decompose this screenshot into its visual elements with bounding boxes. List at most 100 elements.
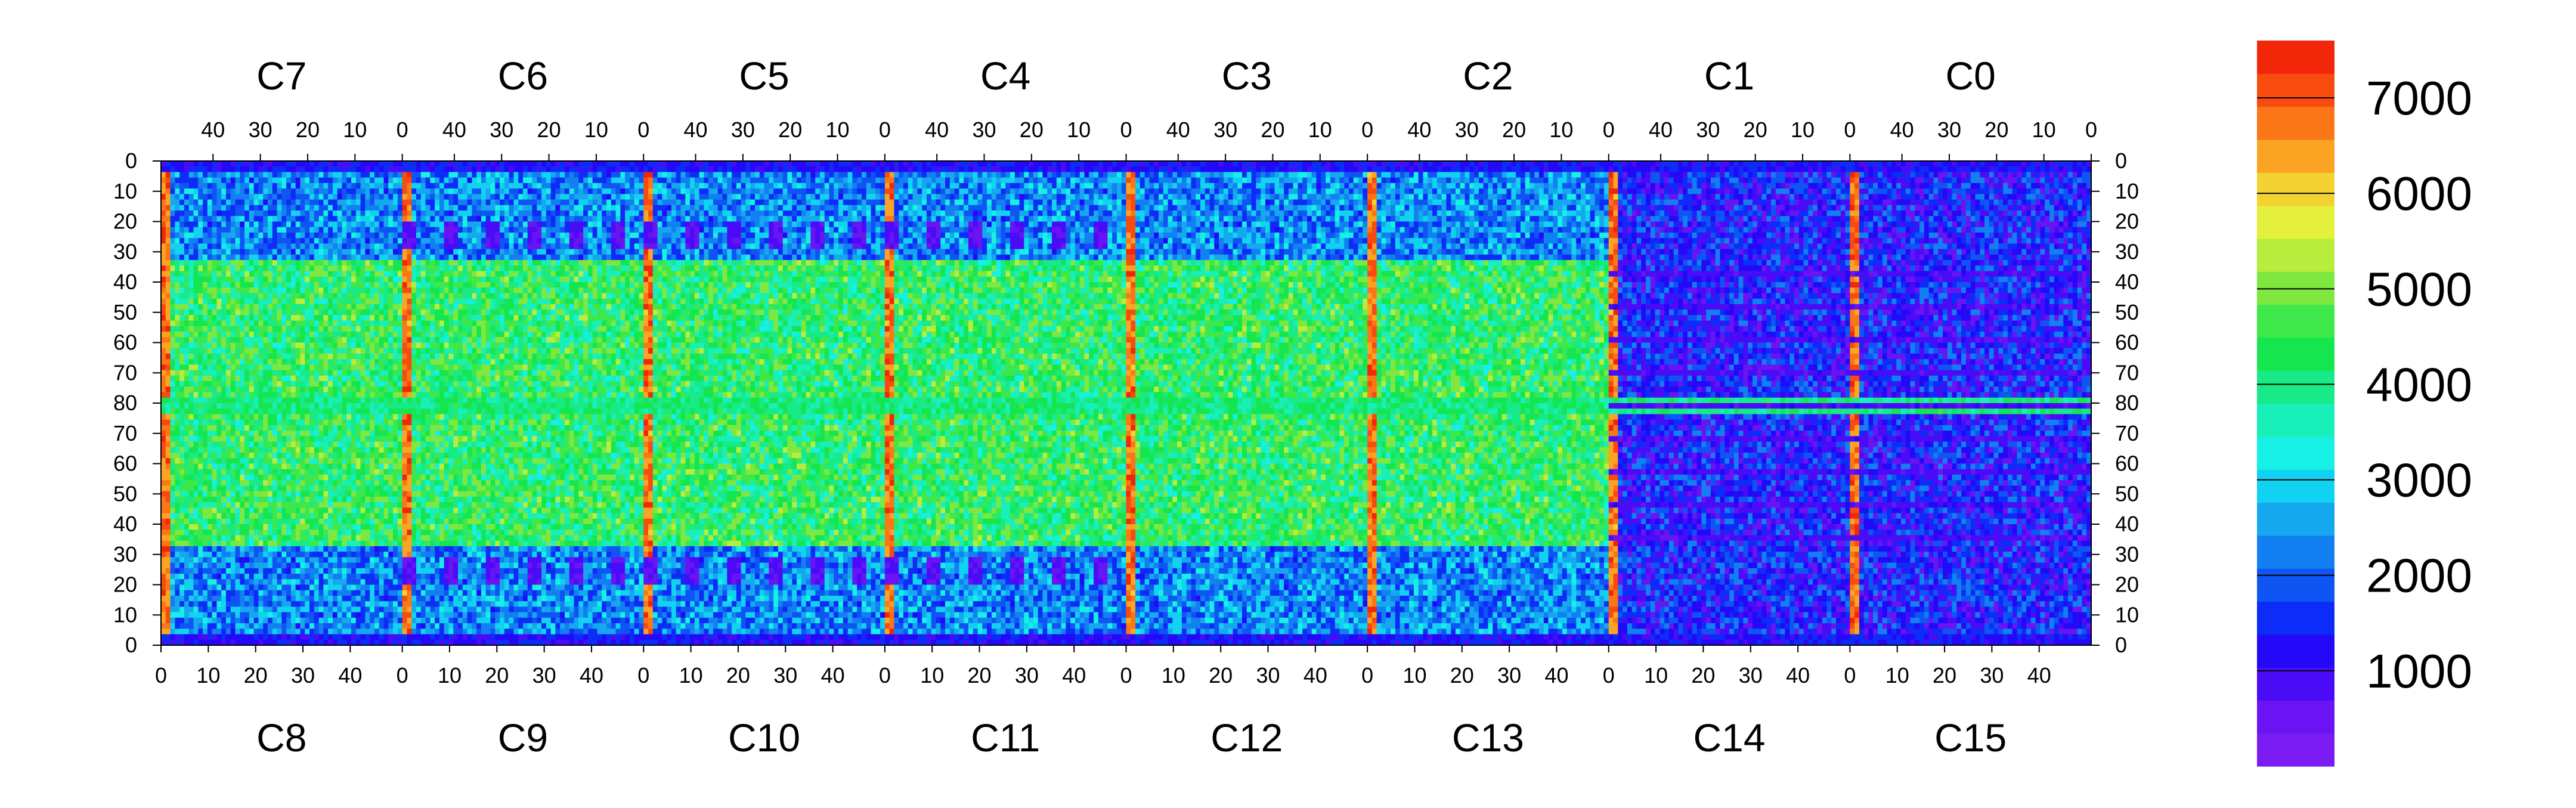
bottom-axis-tick-label: 0 [1844,663,1856,688]
top-chip-label: C4 [980,54,1030,98]
bottom-chip-label: C12 [1210,716,1283,760]
right-axis-tick-label: 50 [2115,481,2139,506]
bottom-chip-label: C10 [728,716,800,760]
bottom-axis-tick-label: 40 [1786,663,1810,688]
bottom-axis-tick-label: 20 [1691,663,1715,688]
bottom-axis-tick-label: 40 [1544,663,1568,688]
colorbar-tick-label: 7000 [2366,72,2472,125]
bottom-axis-tick-label: 10 [920,663,944,688]
bottom-axis-tick-label: 20 [968,663,992,688]
left-axis-tick-label: 80 [113,391,137,415]
bottom-axis-tick-label: 10 [1885,663,1909,688]
top-axis-tick-label: 40 [925,117,949,142]
bottom-chip-label: C14 [1693,716,1766,760]
colorbar-segment [2257,667,2334,701]
colorbar-segment [2257,206,2334,239]
right-axis-tick-label: 40 [2115,512,2139,536]
bottom-chip-label: C8 [256,716,306,760]
colorbar-segment [2257,370,2334,404]
left-axis-tick-label: 40 [113,270,137,294]
bottom-axis-tick-label: 30 [1739,663,1763,688]
top-axis-tick-label: 40 [1649,117,1673,142]
heatmap-cells [161,161,2091,645]
left-axis-tick-label: 10 [113,179,137,203]
left-axis-tick-label: 0 [125,633,137,657]
top-chip-label: C3 [1222,54,1272,98]
colorbar-tick-label: 6000 [2366,167,2472,220]
right-axis-tick-label: 30 [2115,239,2139,264]
left-axis-tick-label: 0 [125,148,137,173]
bottom-chip-label: C9 [498,716,548,760]
top-axis-tick-label: 20 [1984,117,2008,142]
left-axis-tick-label: 60 [113,330,137,355]
left-axis-tick-label: 20 [113,209,137,234]
bottom-axis-tick-label: 0 [1120,663,1132,688]
bottom-axis-tick-label: 0 [397,663,408,688]
top-axis-tick-label: 30 [731,117,755,142]
bottom-axis-tick-label: 40 [1304,663,1327,688]
right-axis-tick-label: 20 [2115,572,2139,597]
top-axis-tick-label: 30 [1213,117,1237,142]
colorbar-segment [2257,239,2334,272]
top-axis-tick-label: 0 [1844,117,1856,142]
right-axis-tick-label: 60 [2115,330,2139,355]
bottom-axis-tick-label: 30 [532,663,556,688]
bottom-axis-tick-label: 0 [1361,663,1373,688]
top-axis-tick-label: 0 [1361,117,1373,142]
bottom-axis-tick-label: 20 [244,663,268,688]
right-axis-tick-label: 0 [2115,148,2127,173]
bottom-axis-tick-label: 40 [821,663,845,688]
bottom-axis-tick-label: 40 [338,663,362,688]
bottom-axis-tick-label: 20 [1450,663,1474,688]
top-axis-tick-label: 40 [1407,117,1431,142]
top-axis-tick-label: 0 [637,117,649,142]
bottom-axis-tick-label: 0 [1603,663,1615,688]
bottom-axis-tick-label: 20 [726,663,750,688]
top-axis-tick-label: 0 [1603,117,1615,142]
colorbar-segment [2257,271,2334,305]
bottom-axis-tick-label: 10 [1644,663,1668,688]
top-axis-tick-label: 10 [1067,117,1091,142]
top-axis-tick-label: 20 [1261,117,1284,142]
bottom-axis-tick-label: 40 [580,663,603,688]
top-axis-tick-label: 20 [296,117,320,142]
bottom-axis-tick-label: 10 [196,663,220,688]
bottom-axis-tick-label: 30 [1015,663,1039,688]
top-chip-label: C7 [256,54,306,98]
left-axis-tick-label: 10 [113,602,137,627]
bottom-axis-tick-label: 30 [1256,663,1280,688]
bottom-axis-tick-label: 0 [637,663,649,688]
bottom-axis-tick-label: 30 [1980,663,2004,688]
right-axis-tick-label: 80 [2115,391,2139,415]
top-axis-tick-label: 30 [1696,117,1720,142]
bottom-chip-label: C15 [1934,716,2007,760]
top-chip-label: C1 [1704,54,1754,98]
bottom-axis-tick-label: 10 [1402,663,1426,688]
right-axis-tick-label: 50 [2115,300,2139,324]
bottom-axis-tick-label: 20 [485,663,509,688]
top-chip-label: C0 [1946,54,1996,98]
colorbar-segment [2257,601,2334,634]
colorbar-segment [2257,436,2334,470]
colorbar-segment [2257,338,2334,371]
top-axis-tick-label: 20 [1502,117,1526,142]
top-axis-tick-label: 40 [442,117,466,142]
top-axis-tick-label: 10 [1791,117,1815,142]
colorbar-segment [2257,140,2334,173]
top-axis-tick-label: 40 [1166,117,1190,142]
top-axis-tick-label: 10 [584,117,608,142]
top-chip-label: C6 [498,54,548,98]
right-axis-tick-label: 40 [2115,270,2139,294]
bottom-axis-tick-label: 10 [1162,663,1185,688]
colorbar-segment [2257,502,2334,535]
bottom-chip-label: C13 [1452,716,1524,760]
left-axis-tick-label: 70 [113,360,137,385]
right-axis-tick-label: 30 [2115,542,2139,566]
top-axis-tick-label: 40 [683,117,707,142]
bottom-chip-label: C11 [971,716,1040,760]
left-axis-tick-label: 20 [113,572,137,597]
right-axis-tick-label: 10 [2115,179,2139,203]
top-chip-label: C5 [739,54,789,98]
